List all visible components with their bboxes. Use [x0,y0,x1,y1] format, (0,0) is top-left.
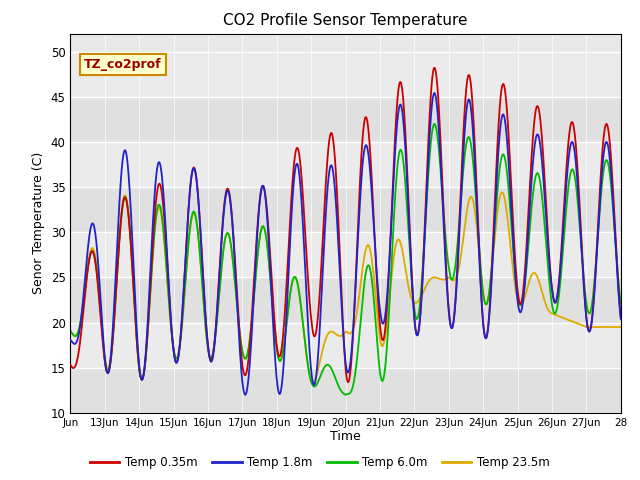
Title: CO2 Profile Sensor Temperature: CO2 Profile Sensor Temperature [223,13,468,28]
Bar [70,277,621,323]
Bar [70,52,621,97]
Legend: Temp 0.35m, Temp 1.8m, Temp 6.0m, Temp 23.5m: Temp 0.35m, Temp 1.8m, Temp 6.0m, Temp 2… [85,452,555,474]
Bar [70,232,621,277]
Bar [70,323,621,368]
Bar [70,142,621,187]
Y-axis label: Senor Temperature (C): Senor Temperature (C) [32,152,45,294]
Bar [70,187,621,232]
Bar [70,97,621,142]
X-axis label: Time: Time [330,431,361,444]
Text: TZ_co2prof: TZ_co2prof [84,58,162,71]
Bar [70,368,621,413]
